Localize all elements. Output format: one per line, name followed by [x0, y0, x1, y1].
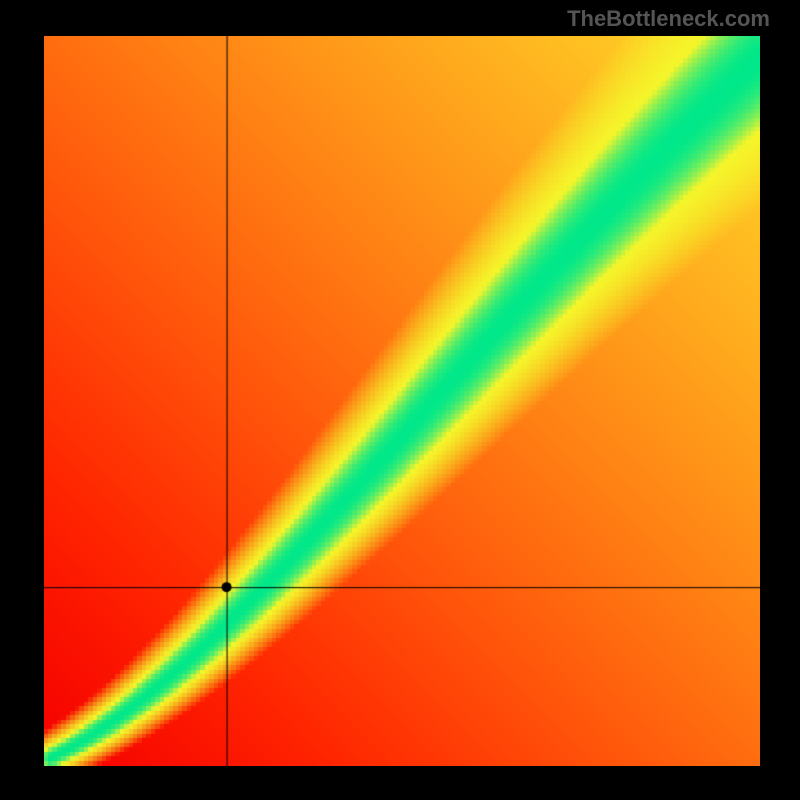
watermark-text: TheBottleneck.com [567, 6, 770, 32]
plot-area [44, 36, 760, 766]
chart-container: TheBottleneck.com [0, 0, 800, 800]
heatmap-canvas [44, 36, 760, 766]
